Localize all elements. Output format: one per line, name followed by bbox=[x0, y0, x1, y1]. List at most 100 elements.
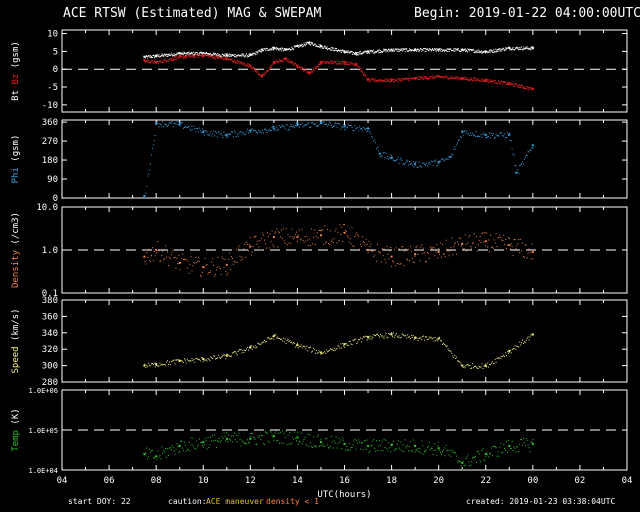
temp-dot bbox=[320, 438, 322, 440]
density-dot bbox=[326, 241, 328, 243]
phi-dot bbox=[511, 148, 513, 150]
bt-dot bbox=[503, 48, 505, 50]
temp-dot bbox=[196, 440, 198, 442]
speed-dot bbox=[514, 345, 516, 347]
density-dot bbox=[249, 237, 251, 239]
temp-dot bbox=[502, 451, 504, 453]
density-dot bbox=[231, 256, 233, 258]
phi-dot bbox=[515, 165, 517, 167]
bt-dot bbox=[340, 50, 342, 52]
temp-dot bbox=[180, 440, 182, 442]
phi-dot bbox=[344, 124, 346, 126]
bz-dot bbox=[444, 75, 446, 77]
density-dot bbox=[420, 246, 422, 248]
density-dot bbox=[410, 250, 412, 252]
density-dot bbox=[284, 242, 286, 244]
density-dot bbox=[262, 232, 264, 234]
phi-dot bbox=[479, 135, 481, 137]
bt-dot bbox=[368, 51, 370, 53]
bt-dot bbox=[471, 49, 473, 51]
density-dot bbox=[302, 239, 304, 241]
bz-dot bbox=[485, 81, 487, 83]
bz-dot bbox=[532, 87, 534, 89]
speed-dot bbox=[452, 355, 454, 357]
phi-dot bbox=[375, 142, 377, 144]
bz-dot bbox=[167, 60, 169, 62]
temp-dot bbox=[282, 442, 284, 444]
bt-dot bbox=[419, 49, 421, 51]
density-dot bbox=[461, 243, 463, 245]
bt-dot bbox=[235, 56, 237, 58]
density-dot bbox=[402, 246, 404, 248]
bz-dot bbox=[455, 77, 457, 79]
bt-dot bbox=[258, 49, 260, 51]
bz-dot bbox=[377, 79, 379, 81]
phi-dot bbox=[454, 146, 456, 148]
speed-dot bbox=[258, 342, 260, 344]
density-dot bbox=[277, 246, 279, 248]
density-dot bbox=[433, 247, 435, 249]
temp-dot bbox=[201, 445, 203, 447]
bt-dot bbox=[225, 56, 227, 58]
density-dot bbox=[219, 268, 221, 270]
density-dot bbox=[319, 230, 321, 232]
density-dot bbox=[244, 243, 246, 245]
bt-dot bbox=[481, 52, 483, 54]
bt-dot bbox=[354, 51, 356, 53]
temp-dot bbox=[414, 451, 416, 453]
phi-dot bbox=[235, 136, 237, 138]
bz-dot bbox=[348, 62, 350, 64]
bz-dot bbox=[277, 61, 279, 63]
phi-dot bbox=[202, 132, 204, 134]
temp-dot bbox=[498, 455, 500, 457]
bz-dot bbox=[258, 73, 260, 75]
bz-dot bbox=[293, 64, 295, 66]
speed-dot bbox=[438, 337, 440, 339]
speed-dot bbox=[388, 332, 390, 334]
bz-dot bbox=[489, 80, 491, 82]
phi-dot bbox=[389, 157, 391, 159]
speed-dot bbox=[457, 360, 459, 362]
bt-dot bbox=[446, 49, 448, 51]
density-dot bbox=[149, 259, 151, 261]
bz-dot bbox=[221, 56, 223, 58]
speed-dot bbox=[164, 364, 166, 366]
density-dot bbox=[307, 239, 309, 241]
phi-dot bbox=[386, 157, 388, 159]
speed-dot bbox=[443, 343, 445, 345]
bz-dot bbox=[390, 80, 392, 82]
y-axis-label: Temp (K) bbox=[11, 408, 21, 451]
temp-dot bbox=[198, 444, 200, 446]
bz-dot bbox=[327, 61, 329, 63]
temp-dot bbox=[457, 461, 459, 463]
bt-dot bbox=[518, 47, 520, 49]
temp-dot bbox=[492, 445, 494, 447]
bz-dot bbox=[392, 78, 394, 80]
density-dot bbox=[364, 244, 366, 246]
density-dot bbox=[214, 275, 216, 277]
bt-dot bbox=[508, 46, 510, 48]
phi-dot bbox=[204, 130, 206, 132]
bz-dot bbox=[514, 85, 515, 87]
density-dot bbox=[469, 234, 471, 236]
speed-dot bbox=[222, 355, 224, 357]
bt-dot bbox=[168, 54, 170, 56]
temp-dot bbox=[280, 442, 282, 444]
temp-dot bbox=[347, 449, 349, 451]
temp-dot bbox=[484, 460, 486, 462]
temp-dot bbox=[426, 447, 428, 449]
bz-dot bbox=[441, 77, 443, 79]
bt-dot bbox=[326, 46, 328, 48]
bt-dot bbox=[298, 46, 300, 48]
speed-dot bbox=[231, 355, 233, 357]
temp-dot bbox=[364, 440, 366, 442]
bt-dot bbox=[424, 48, 426, 50]
bz-dot bbox=[165, 60, 167, 62]
bz-dot bbox=[400, 80, 402, 82]
bz-dot bbox=[287, 59, 289, 61]
bt-dot bbox=[150, 57, 152, 59]
density-dot bbox=[463, 248, 465, 250]
speed-dot bbox=[328, 350, 330, 352]
speed-dot bbox=[144, 363, 146, 365]
temp-dot bbox=[361, 442, 363, 444]
